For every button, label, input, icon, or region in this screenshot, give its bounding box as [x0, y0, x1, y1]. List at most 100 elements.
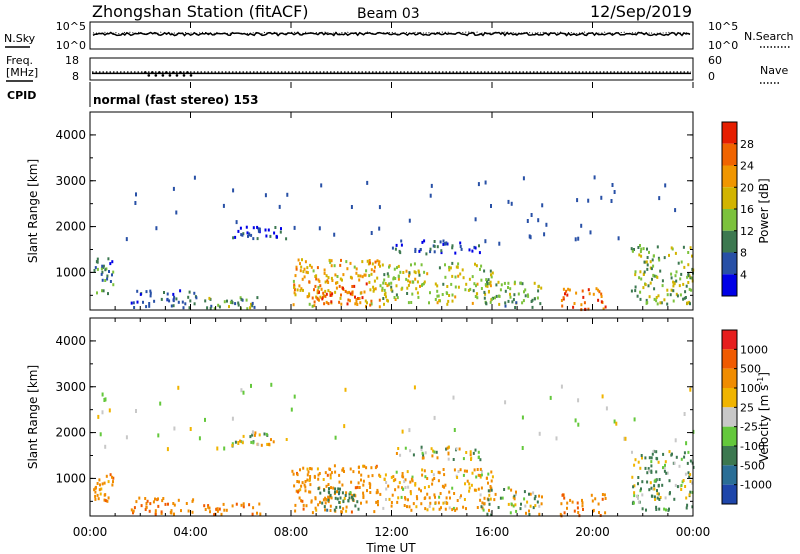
colorbar-swatch	[722, 230, 737, 253]
echo-cell	[257, 228, 260, 233]
echo-cell	[237, 229, 240, 233]
echo-cell	[430, 447, 433, 451]
echo-cell	[498, 294, 500, 298]
echo-cell	[294, 503, 297, 507]
echo-cell	[645, 260, 648, 264]
echo-cell	[449, 496, 451, 500]
echo-cell	[204, 508, 207, 511]
echo-cell	[685, 496, 688, 500]
echo-cell	[318, 279, 321, 283]
echo-cell	[404, 446, 407, 450]
echo-cell	[426, 508, 429, 512]
echo-cell	[479, 458, 482, 462]
echo-cell	[250, 233, 253, 237]
echo-cell	[655, 470, 658, 474]
echo-cell	[396, 266, 398, 270]
echo-cell	[565, 289, 568, 293]
echo-cell	[349, 491, 352, 494]
freq-dip-point	[168, 74, 172, 77]
echo-cell	[209, 510, 211, 514]
echo-cell	[159, 401, 162, 406]
echo-cell	[431, 478, 434, 482]
echo-cell	[445, 447, 448, 451]
echo-cell	[413, 262, 416, 266]
echo-cell	[682, 479, 685, 482]
echo-cell	[655, 505, 658, 509]
echo-cell	[135, 409, 137, 413]
echo-cell	[172, 299, 175, 303]
time-axis: 00:00 04:00 08:00 12:00 16:00 20:00 00:00	[73, 22, 710, 539]
echo-cell	[509, 287, 512, 291]
echo-cell	[173, 295, 176, 299]
echo-cell	[510, 201, 513, 206]
echo-cell	[522, 176, 525, 181]
echo-cell	[543, 232, 546, 237]
echo-cell	[306, 295, 309, 299]
echo-cell	[656, 492, 659, 496]
echo-cell	[136, 289, 139, 293]
echo-cell	[532, 506, 535, 510]
echo-cell	[94, 497, 97, 501]
echo-cell	[457, 262, 460, 266]
echo-cell	[639, 297, 642, 301]
colorbar-tick-label: 8	[740, 247, 747, 260]
echo-cell	[395, 452, 398, 455]
echo-cell	[327, 276, 330, 280]
velocity-colorbar-label: Velocity [m s-1]	[756, 372, 771, 462]
echo-cell	[270, 438, 272, 442]
echo-cell	[653, 287, 656, 291]
echo-cell	[646, 247, 648, 251]
echo-cell	[649, 260, 652, 264]
echo-cell	[339, 487, 341, 491]
echo-cell	[246, 231, 249, 235]
echo-cell	[345, 260, 348, 264]
echo-cell	[240, 440, 243, 444]
echo-cell	[650, 470, 653, 474]
echo-cell	[349, 292, 352, 296]
echo-cell	[444, 263, 446, 267]
echo-cell	[665, 471, 668, 475]
echo-cell	[98, 478, 101, 482]
echo-cell	[652, 450, 655, 453]
echo-cell	[329, 473, 332, 477]
echo-cell	[242, 390, 245, 395]
echo-cell	[650, 486, 653, 490]
echo-cell	[510, 488, 513, 492]
echo-cell	[406, 292, 409, 295]
echo-cell	[680, 260, 683, 264]
echo-cell	[155, 226, 158, 231]
colorbar-swatch	[722, 484, 737, 504]
echo-cell	[515, 492, 517, 496]
echo-cell	[223, 300, 226, 304]
echo-cell	[149, 502, 152, 506]
echo-cell	[102, 264, 105, 268]
echo-cell	[611, 183, 614, 187]
echo-cell	[226, 299, 228, 303]
echo-cell	[445, 496, 448, 500]
echo-cell	[292, 303, 295, 307]
echo-cell	[438, 507, 441, 511]
echo-cell	[441, 484, 444, 488]
echo-cell	[507, 502, 510, 506]
echo-cell	[345, 491, 348, 495]
echo-cell	[368, 274, 371, 278]
echo-cell	[495, 294, 498, 298]
echo-cell	[222, 203, 225, 208]
echo-cell	[168, 299, 171, 303]
echo-cell	[376, 276, 379, 280]
echo-cell	[306, 271, 309, 275]
echo-cell	[424, 451, 427, 455]
echo-cell	[690, 288, 693, 292]
echo-cell	[576, 506, 579, 510]
echo-cell	[673, 497, 676, 501]
echo-cell	[330, 293, 333, 297]
echo-cell	[274, 226, 277, 229]
echo-cell	[325, 274, 328, 278]
echo-cell	[538, 504, 541, 508]
echo-cell	[411, 475, 414, 479]
echo-cell	[494, 492, 497, 496]
echo-cell	[346, 291, 349, 295]
echo-cell	[689, 246, 692, 250]
echo-cell	[108, 270, 110, 273]
